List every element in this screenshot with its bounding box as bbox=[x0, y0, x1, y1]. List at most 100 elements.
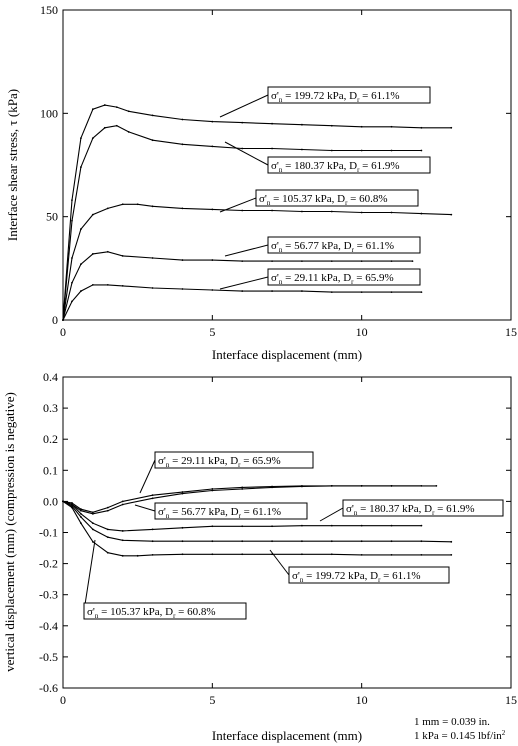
data-point bbox=[211, 488, 214, 490]
data-point bbox=[271, 486, 273, 489]
data-point bbox=[450, 540, 453, 543]
data-point bbox=[330, 540, 333, 543]
data-point bbox=[181, 492, 184, 495]
x-axis-label: Interface displacement (mm) bbox=[212, 728, 362, 743]
dr-value: = 60.8% bbox=[347, 193, 387, 205]
data-point bbox=[420, 291, 423, 293]
annotation-layer: σ'n = 29.11 kPa, Dr = 65.9%σ'n = 56.77 k… bbox=[83, 451, 504, 620]
data-point bbox=[390, 484, 393, 487]
data-point bbox=[136, 203, 139, 206]
series-label-box bbox=[267, 86, 431, 104]
data-point bbox=[330, 524, 333, 527]
dr-subscript: r bbox=[378, 576, 381, 584]
dr-value: = 61.1% bbox=[380, 570, 420, 582]
data-point bbox=[390, 125, 393, 128]
data-point bbox=[301, 260, 303, 262]
data-point bbox=[390, 291, 393, 293]
data-point bbox=[80, 508, 82, 511]
sigma-subscript: n bbox=[279, 166, 283, 174]
dr-subscript: r bbox=[345, 199, 348, 207]
units-note-line2: 1 kPa = 0.145 lbf/in2 bbox=[414, 729, 506, 742]
series-label: σ'n = 180.37 kPa, Dr = 61.9% bbox=[346, 503, 475, 517]
leader-line bbox=[224, 141, 269, 166]
data-point bbox=[241, 486, 244, 489]
data-point bbox=[71, 219, 73, 222]
data-point bbox=[420, 126, 423, 129]
series-line-2 bbox=[62, 485, 437, 515]
sigma-symbol: σ' bbox=[271, 240, 279, 252]
data-point bbox=[450, 553, 453, 556]
data-point bbox=[390, 540, 393, 543]
data-point bbox=[301, 540, 303, 543]
dr-subscript: r bbox=[357, 96, 360, 104]
data-point bbox=[115, 106, 118, 109]
sigma-subscript: n bbox=[166, 461, 170, 469]
data-point bbox=[271, 290, 273, 292]
data-point bbox=[420, 212, 423, 215]
data-point bbox=[115, 124, 118, 127]
data-point bbox=[330, 291, 333, 293]
data-point bbox=[151, 205, 154, 208]
series-label: σ'n = 56.77 kPa, Dr = 61.1% bbox=[158, 506, 281, 520]
series-label-box bbox=[83, 602, 247, 620]
series-label-box bbox=[288, 566, 450, 584]
y-tick-label: 100 bbox=[40, 106, 58, 120]
data-point bbox=[80, 509, 82, 512]
data-point bbox=[71, 300, 73, 303]
data-point bbox=[80, 263, 82, 266]
sigma-symbol: σ' bbox=[158, 455, 166, 467]
series-label-box bbox=[154, 502, 308, 520]
data-point bbox=[241, 553, 244, 556]
sigma-symbol: σ' bbox=[87, 606, 95, 618]
dr-value: = 61.9% bbox=[359, 160, 399, 172]
data-point bbox=[360, 149, 363, 152]
data-point bbox=[390, 149, 393, 152]
dr-value: = 61.1% bbox=[359, 90, 399, 102]
dr-subscript: r bbox=[351, 278, 354, 286]
data-point bbox=[241, 121, 244, 124]
data-point bbox=[80, 137, 82, 140]
data-point bbox=[330, 260, 333, 262]
data-point bbox=[241, 290, 244, 292]
data-point bbox=[271, 209, 273, 212]
series-label-box bbox=[255, 189, 419, 207]
data-point bbox=[360, 291, 363, 293]
dr-value: = 61.1% bbox=[241, 506, 281, 518]
data-point bbox=[121, 203, 124, 206]
sigma-value: = 199.72 kPa, D bbox=[282, 90, 357, 102]
sigma-value: = 56.77 kPa, D bbox=[169, 506, 238, 518]
data-point bbox=[106, 250, 109, 253]
data-point bbox=[91, 213, 94, 216]
sigma-symbol: σ' bbox=[259, 193, 267, 205]
data-point bbox=[211, 145, 214, 148]
data-point bbox=[106, 509, 109, 512]
data-point bbox=[80, 512, 82, 515]
data-point bbox=[151, 540, 154, 543]
data-point bbox=[211, 525, 214, 528]
data-point bbox=[241, 260, 244, 262]
x-tick-label: 0 bbox=[60, 325, 66, 339]
data-point bbox=[271, 260, 273, 262]
data-point bbox=[450, 126, 453, 129]
leader-line bbox=[134, 504, 156, 512]
data-point bbox=[271, 147, 273, 150]
data-point bbox=[181, 491, 184, 493]
plot-frame bbox=[62, 9, 512, 321]
data-point bbox=[91, 108, 94, 111]
leader-line bbox=[139, 459, 156, 494]
sigma-subscript: n bbox=[300, 576, 304, 584]
data-point bbox=[420, 524, 423, 527]
data-point bbox=[390, 524, 393, 527]
data-point bbox=[330, 210, 333, 213]
data-point bbox=[241, 209, 244, 212]
y-axis-label: Interface shear stress, τ (kPa) bbox=[5, 89, 20, 241]
leader-line bbox=[269, 549, 290, 576]
y-axis-label: vertical displacement (mm) (compression … bbox=[2, 392, 17, 672]
data-point bbox=[450, 213, 453, 216]
data-point bbox=[181, 143, 184, 146]
data-point bbox=[121, 285, 124, 287]
data-point bbox=[121, 554, 124, 557]
series-line-3 bbox=[62, 203, 452, 321]
data-point bbox=[181, 526, 184, 529]
